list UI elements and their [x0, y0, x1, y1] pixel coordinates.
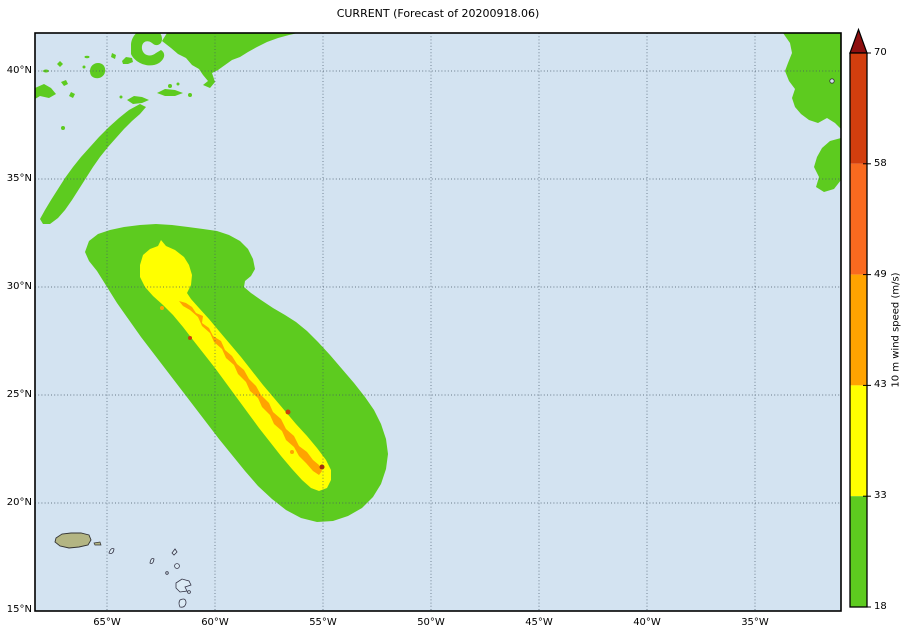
swath-red-speck: [285, 409, 291, 415]
page-title: CURRENT (Forecast of 20200918.06): [336, 7, 540, 20]
lon-tick-label: 35°W: [741, 617, 769, 628]
small-islands-northwest: [35, 53, 192, 130]
colorbar-segment: [850, 274, 867, 386]
colorbar-tick-label: 58: [874, 158, 887, 169]
land-top-right-upper: [783, 33, 841, 129]
swath-orange-speck: [160, 306, 164, 310]
land-top-right-lower: [814, 138, 841, 192]
colorbar-segment: [850, 385, 867, 497]
lat-tick-label: 30°N: [6, 281, 32, 292]
wind-swath-orange: [179, 301, 322, 475]
lon-tick-label: 60°W: [201, 617, 229, 628]
lat-tick-label: 15°N: [6, 604, 32, 615]
land-nova-scotia-coast: [40, 104, 146, 224]
colorbar-tick-label: 43: [874, 379, 887, 390]
colorbar-segment: [850, 53, 867, 164]
colorbar-segment: [850, 163, 867, 275]
colorbar-overflow-arrow: [849, 27, 868, 54]
lon-tick-label: 65°W: [93, 617, 121, 628]
colorbar-segment: [850, 496, 867, 607]
swath-red-speck: [188, 336, 192, 340]
colorbar-ticks: [863, 52, 871, 608]
lat-tick-label: 20°N: [6, 497, 32, 508]
swath-dark-red-speck: [319, 464, 325, 470]
colorbar-tick-label: 18: [874, 601, 887, 612]
puerto-rico: [54, 532, 92, 549]
lon-tick-label: 45°W: [525, 617, 553, 628]
colorbar-tick-label: 49: [874, 269, 887, 280]
colorbar-outline: [849, 52, 868, 608]
colorbar-title: 10 m wind speed (m/s): [890, 272, 902, 388]
vieques-island: [93, 541, 102, 546]
lat-tick-label: 25°N: [6, 389, 32, 400]
grid-lines: [35, 33, 841, 611]
land-newfoundland-west-hook: [131, 33, 165, 66]
lon-tick-label: 50°W: [417, 617, 445, 628]
colorbar-tick-label: 70: [874, 47, 887, 58]
lat-tick-label: 35°N: [6, 173, 32, 184]
lesser-antilles-outlines: [108, 548, 192, 608]
lat-tick-label: 40°N: [6, 65, 32, 76]
swath-orange-speck: [290, 450, 294, 454]
landmasses: [35, 33, 841, 224]
map-border: [34, 32, 842, 612]
lon-tick-label: 55°W: [309, 617, 337, 628]
wind-swath: [85, 224, 388, 522]
caribbean-islands: [54, 532, 192, 608]
colorbar-tick-label: 33: [874, 490, 887, 501]
small-island-circle: [829, 78, 835, 84]
land-newfoundland: [162, 33, 298, 88]
lon-tick-label: 40°W: [633, 617, 661, 628]
colorbar: [849, 27, 871, 608]
